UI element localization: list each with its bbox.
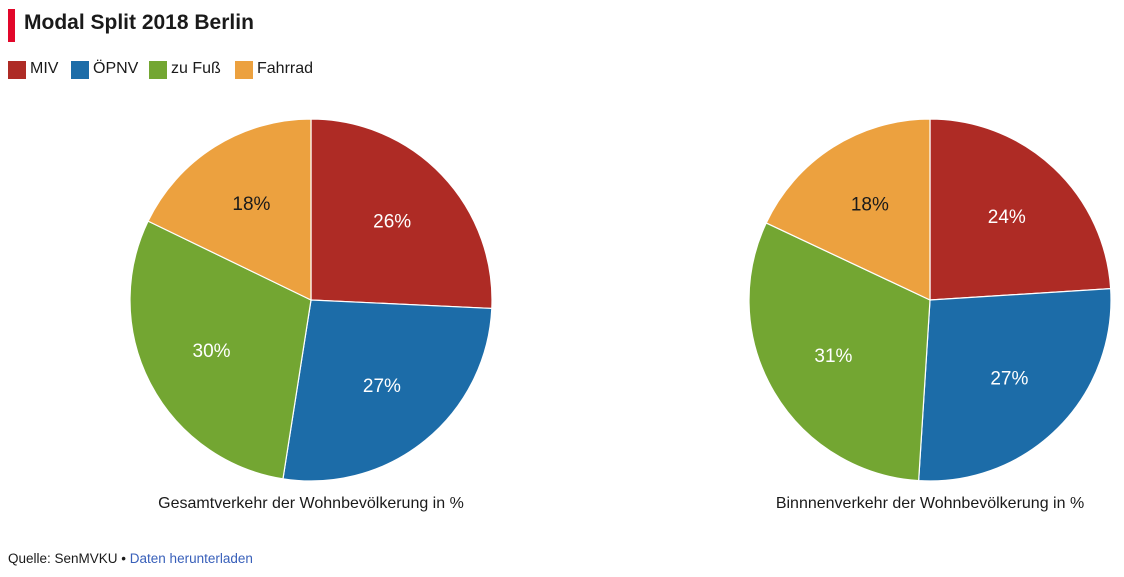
svg-text:30%: 30% — [193, 341, 231, 362]
svg-text:31%: 31% — [814, 346, 852, 367]
svg-text:27%: 27% — [990, 368, 1028, 389]
svg-text:27%: 27% — [363, 376, 401, 397]
svg-text:24%: 24% — [988, 207, 1026, 228]
svg-text:18%: 18% — [232, 194, 270, 215]
svg-text:18%: 18% — [851, 194, 889, 215]
svg-text:26%: 26% — [373, 212, 411, 233]
